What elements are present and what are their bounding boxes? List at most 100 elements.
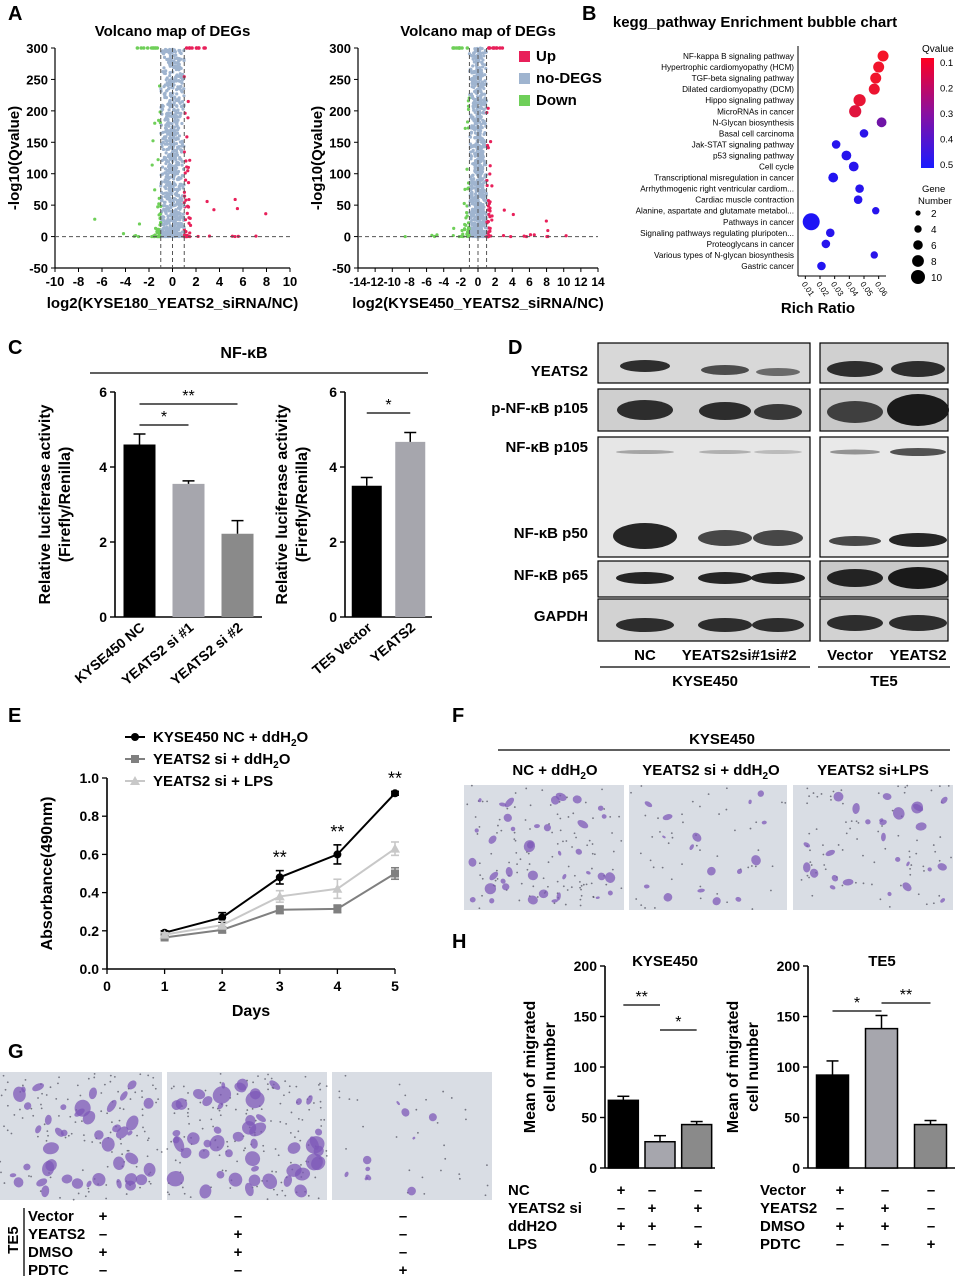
- migrated-cell: [44, 1114, 52, 1125]
- data-point: [168, 139, 172, 143]
- pore-dot: [45, 1139, 48, 1142]
- data-point: [176, 228, 181, 232]
- data-point: [162, 207, 166, 211]
- bar: [607, 1099, 640, 1169]
- chart-title: TE5: [868, 953, 896, 970]
- pore-dot: [436, 1121, 439, 1124]
- pore-dot: [906, 784, 909, 787]
- pore-dot: [415, 1108, 418, 1111]
- pore-dot: [879, 898, 882, 901]
- migrated-cell: [365, 1166, 371, 1172]
- data-point: [179, 104, 184, 109]
- condition-sign: –: [234, 1208, 242, 1225]
- data-point: [501, 233, 506, 238]
- data-point: [183, 233, 187, 237]
- pore-dot: [635, 898, 638, 900]
- pore-dot: [840, 789, 843, 792]
- data-point: [165, 183, 169, 187]
- migrated-cell: [503, 813, 512, 822]
- x-tick-label: 6: [239, 274, 246, 289]
- significance-label: *: [675, 1014, 681, 1031]
- pore-dot: [219, 1081, 222, 1084]
- data-point: [182, 87, 186, 91]
- pore-dot: [640, 904, 643, 907]
- migrated-cell: [202, 1096, 213, 1107]
- pore-dot: [67, 1134, 70, 1137]
- migrated-cell: [502, 883, 510, 891]
- data-point: [160, 107, 165, 111]
- pore-dot: [32, 1114, 35, 1117]
- pore-dot: [652, 866, 655, 869]
- color-tick-label: 0.1: [940, 58, 953, 69]
- pore-dot: [845, 832, 848, 835]
- data-point: [474, 89, 479, 93]
- pore-dot: [186, 1111, 189, 1114]
- data-point: [173, 170, 177, 174]
- data-point: [164, 78, 168, 82]
- pore-dot: [187, 1115, 190, 1118]
- data-point: [160, 144, 164, 149]
- condition-sign: +: [648, 1218, 657, 1235]
- migrated-cell: [287, 1142, 301, 1154]
- y-tick-label: 0: [41, 230, 48, 245]
- category-label: Basal cell carcinoma: [719, 129, 795, 138]
- data-point: [167, 227, 171, 231]
- migrated-cell: [9, 1173, 17, 1178]
- size-legend-dot: [912, 255, 924, 267]
- data-point: [168, 198, 172, 202]
- bubble: [859, 129, 869, 138]
- pore-dot: [121, 1153, 124, 1156]
- bar: [644, 1140, 676, 1169]
- data-point: [472, 103, 476, 108]
- data-point: [168, 74, 172, 78]
- pore-dot: [0, 1160, 2, 1163]
- data-point: [163, 91, 167, 95]
- pore-dot: [699, 805, 701, 808]
- pore-dot: [841, 849, 844, 851]
- x-tick-label: 4: [509, 275, 516, 289]
- migrated-cell: [692, 832, 702, 842]
- pore-dot: [822, 844, 824, 846]
- bubble: [872, 207, 880, 215]
- y-tick-label: 50: [34, 198, 48, 213]
- data-point: [473, 110, 477, 114]
- migrated-cell: [213, 1126, 222, 1134]
- significance-label: **: [182, 388, 194, 405]
- migrated-cell: [428, 1113, 437, 1122]
- y-tick-label: 250: [26, 72, 48, 87]
- migrated-cell: [365, 1174, 372, 1181]
- data-point: [157, 202, 161, 206]
- data-point: [161, 215, 165, 219]
- pore-dot: [823, 864, 826, 866]
- data-point: [454, 46, 459, 50]
- x-tick-label: 12: [574, 275, 588, 289]
- data-point: [471, 70, 475, 75]
- data-point: [522, 234, 526, 238]
- data-point: [160, 231, 165, 235]
- pore-dot: [519, 858, 522, 861]
- data-point: [474, 198, 478, 203]
- data-point: [165, 112, 169, 116]
- pore-dot: [938, 785, 941, 788]
- data-point: [180, 173, 184, 178]
- migrated-cell: [474, 828, 479, 833]
- data-point: [186, 99, 190, 104]
- y-tick-label: 300: [26, 41, 48, 56]
- pore-dot: [289, 1161, 292, 1164]
- migrated-cell: [203, 1139, 212, 1148]
- data-point: [176, 177, 180, 182]
- pore-dot: [317, 1084, 320, 1086]
- data-point: [479, 171, 483, 175]
- bar: [913, 1123, 948, 1169]
- y-tick-label: 0.0: [80, 961, 100, 977]
- data-point: [164, 207, 168, 211]
- legend-label: no-DEGS: [536, 70, 602, 87]
- data-point: [532, 233, 536, 237]
- y-axis-label: (Firefly/Renilla): [294, 447, 311, 563]
- migrated-cell: [852, 802, 860, 814]
- data-point: [183, 178, 188, 182]
- significance-label: **: [273, 848, 287, 868]
- migrated-cell: [736, 868, 743, 875]
- migrated-cell: [562, 874, 567, 880]
- lane-label: NC: [634, 647, 656, 664]
